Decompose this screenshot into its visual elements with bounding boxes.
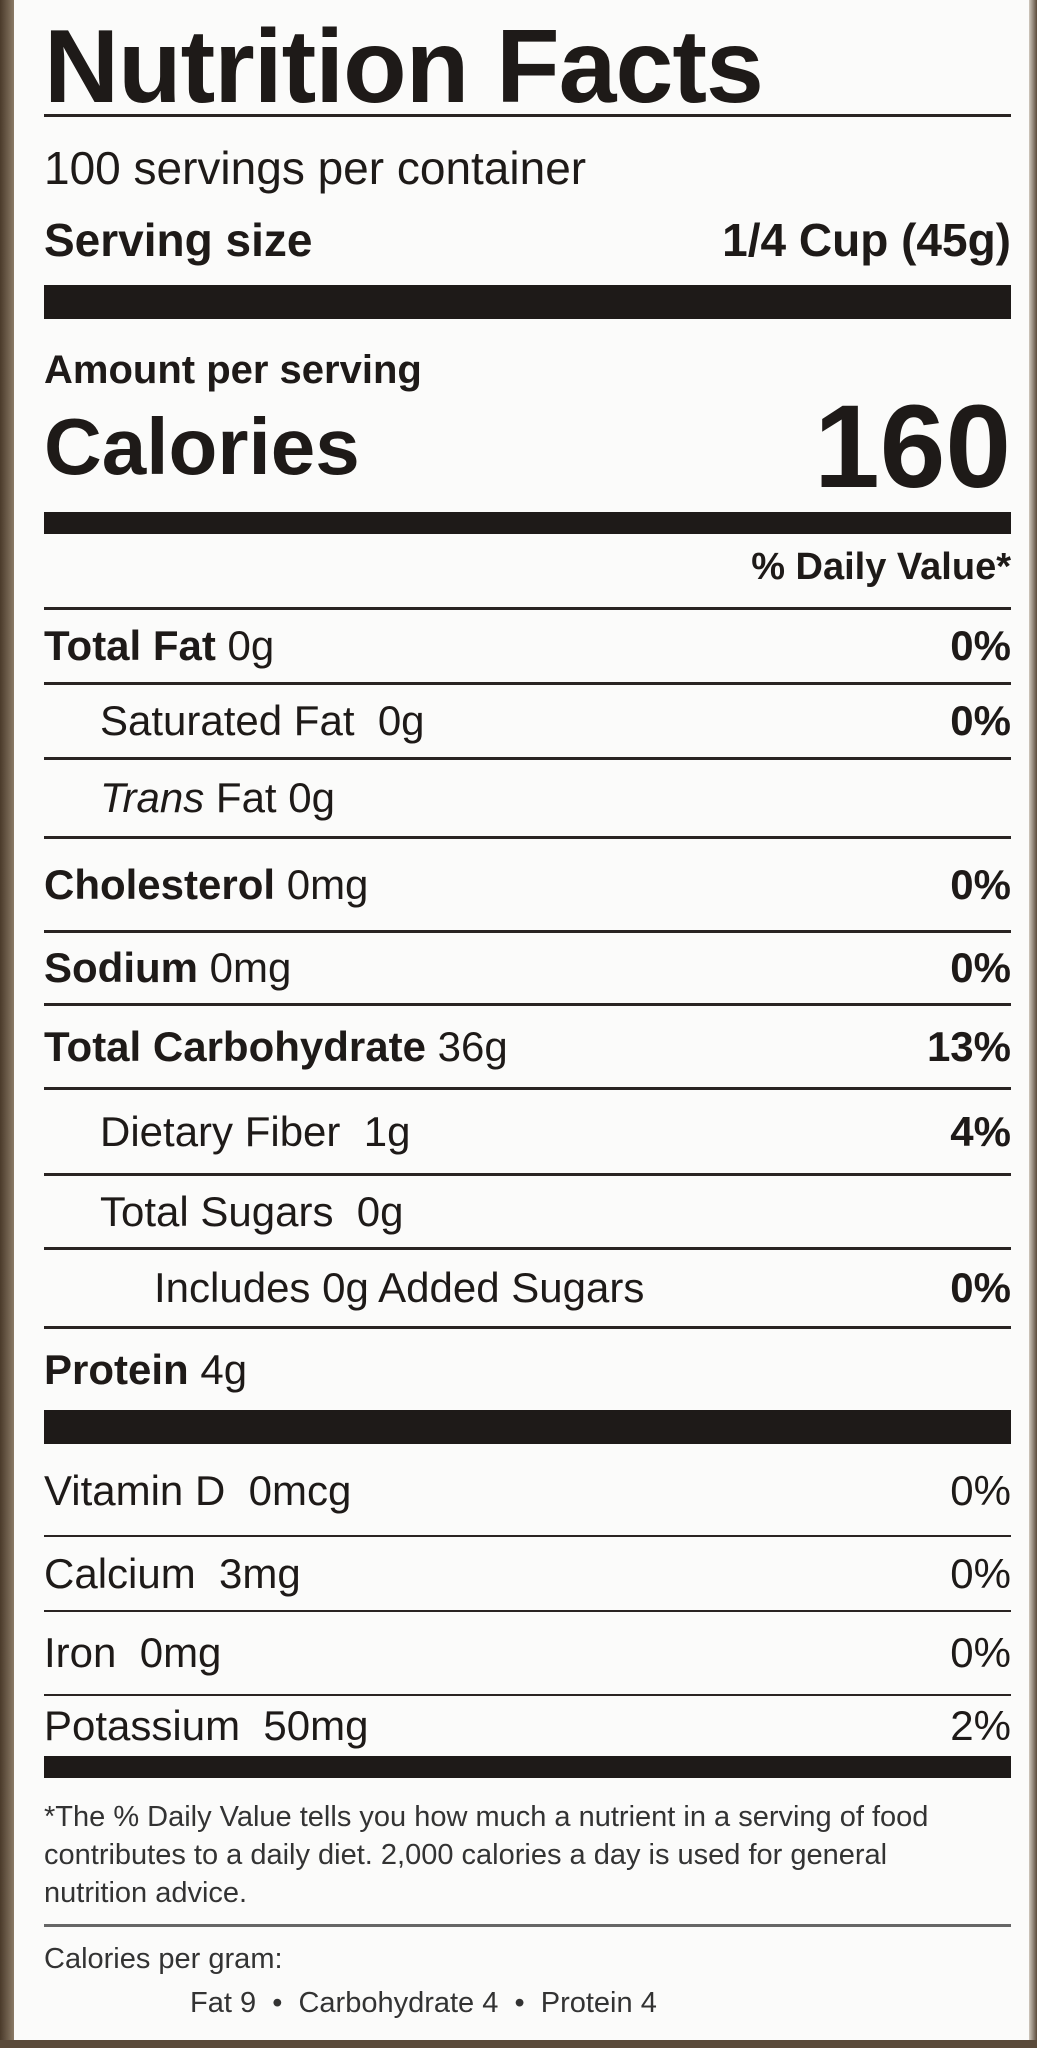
- vitamin-row: Iron 0mg 0%: [44, 1612, 1011, 1694]
- nutrient-label: Sodium 0mg: [44, 944, 291, 992]
- nutrient-row: Saturated Fat 0g 0%: [44, 685, 1011, 757]
- nutrient-amount: 0mg: [275, 860, 369, 908]
- nutrient-amount: 0g: [354, 697, 425, 744]
- divider: [44, 757, 1011, 760]
- nutrient-daily-value: 0%: [950, 944, 1011, 991]
- serving-size-value: 1/4 Cup (45g): [722, 214, 1011, 266]
- nutrient-row: Total Sugars 0g: [44, 1176, 1011, 1247]
- amount-per-serving: Amount per serving: [44, 347, 422, 392]
- divider: [44, 682, 1011, 685]
- nutrient-amount: 1g: [340, 1107, 411, 1155]
- divider: [44, 1924, 1011, 1927]
- calories-per-gram-values: Fat 9 • Carbohydrate 4 • Protein 4: [190, 1987, 657, 2019]
- nutrient-row: Dietary Fiber 1g 4%: [44, 1090, 1011, 1173]
- nutrient-row: Trans Fat 0g: [44, 760, 1011, 836]
- nutrient-name: Includes 0g Added Sugars: [154, 1264, 645, 1311]
- vitamin-label: Vitamin D 0mcg: [44, 1466, 352, 1514]
- vitamin-daily-value: 0%: [950, 1466, 1011, 1514]
- divider: [44, 1173, 1011, 1176]
- nutrient-name: Saturated Fat: [100, 697, 355, 744]
- divider: [44, 1247, 1011, 1250]
- nutrient-daily-value: 0%: [950, 622, 1011, 669]
- nutrient-row: Sodium 0mg 0%: [44, 933, 1011, 1003]
- vitamin-daily-value: 0%: [950, 1629, 1011, 1676]
- nutrient-amount: 36g: [425, 1022, 508, 1070]
- calories-label: Calories: [44, 402, 360, 491]
- nutrient-name: Cholesterol: [44, 860, 276, 908]
- daily-value-header: % Daily Value*: [751, 545, 1011, 588]
- thick-divider: [44, 1756, 1011, 1778]
- nutrient-name: Protein: [44, 1345, 189, 1393]
- nutrient-label: Includes 0g Added Sugars: [44, 1264, 644, 1312]
- nutrient-label: Cholesterol 0mg: [44, 861, 368, 909]
- nutrient-name: Total Sugars: [100, 1187, 334, 1235]
- nutrient-name: Total Fat: [44, 622, 216, 669]
- nutrient-name: Sodium: [44, 944, 198, 991]
- nutrient-amount: 0g: [215, 622, 275, 669]
- nutrient-daily-value: 4%: [950, 1107, 1011, 1155]
- divider: [44, 1694, 1011, 1696]
- vitamin-daily-value: 0%: [950, 1549, 1011, 1597]
- nutrient-label: Total Fat 0g: [44, 622, 274, 670]
- divider: [44, 1326, 1011, 1329]
- nutrient-label: Total Sugars 0g: [44, 1188, 404, 1236]
- nutrient-label: Trans Fat 0g: [44, 774, 335, 822]
- divider: [44, 1535, 1011, 1537]
- divider: [44, 114, 1011, 117]
- nutrient-row: Protein 4g: [44, 1329, 1011, 1410]
- thick-divider: [44, 285, 1011, 319]
- thick-divider: [44, 512, 1011, 534]
- nutrient-label: Dietary Fiber 1g: [44, 1108, 410, 1156]
- nutrient-daily-value: 0%: [950, 697, 1011, 744]
- nutrient-row: Total Carbohydrate 36g 13%: [44, 1006, 1011, 1087]
- divider: [44, 607, 1011, 610]
- nutrient-daily-value: 13%: [926, 1022, 1011, 1070]
- nutrient-amount: 0g: [333, 1187, 404, 1235]
- vitamin-label: Iron 0mg: [44, 1629, 222, 1676]
- divider: [44, 1610, 1011, 1612]
- divider: [44, 1087, 1011, 1090]
- nutrient-row: Total Fat 0g 0%: [44, 610, 1011, 682]
- nutrient-amount: 4g: [188, 1345, 248, 1393]
- nutrient-daily-value: 0%: [950, 1264, 1011, 1311]
- nutrient-amount: 0mg: [198, 944, 292, 991]
- serving-size-row: Serving size 1/4 Cup (45g): [44, 210, 1011, 270]
- divider: [44, 1003, 1011, 1006]
- nutrient-daily-value: 0%: [950, 860, 1011, 908]
- footnote: *The % Daily Value tells you how much a …: [44, 1801, 929, 1909]
- nutrient-name: Trans: [100, 774, 205, 821]
- vitamin-label: Potassium 50mg: [44, 1702, 369, 1749]
- photo-edge-bottom: [0, 2040, 1037, 2048]
- divider: [44, 836, 1011, 839]
- vitamin-daily-value: 2%: [950, 1702, 1011, 1749]
- vitamin-row: Calcium 3mg 0%: [44, 1537, 1011, 1610]
- serving-size-label: Serving size: [44, 214, 313, 266]
- nutrient-label: Protein 4g: [44, 1346, 247, 1394]
- nutrient-name: Total Carbohydrate: [44, 1022, 426, 1070]
- photo-edge-left: [0, 0, 14, 2048]
- thick-divider: [44, 1410, 1011, 1444]
- calories-row: Calories 160: [44, 381, 1011, 513]
- nutrient-label: Saturated Fat 0g: [44, 697, 425, 745]
- vitamin-row: Vitamin D 0mcg 0%: [44, 1446, 1011, 1535]
- calories-value: 160: [814, 381, 1011, 513]
- calories-per-gram-label: Calories per gram:: [44, 1943, 283, 1975]
- label-title: Nutrition Facts: [44, 9, 764, 125]
- vitamin-label: Calcium 3mg: [44, 1549, 301, 1597]
- servings-per-container: 100 servings per container: [44, 142, 587, 194]
- nutrient-label: Total Carbohydrate 36g: [44, 1023, 508, 1071]
- nutrient-row: Includes 0g Added Sugars 0%: [44, 1250, 1011, 1326]
- nutrient-amount: Fat 0g: [204, 774, 335, 821]
- vitamin-row: Potassium 50mg 2%: [44, 1696, 1011, 1756]
- nutrient-row: Cholesterol 0mg 0%: [44, 839, 1011, 930]
- photo-edge-right: [1029, 0, 1037, 2048]
- nutrient-name: Dietary Fiber: [100, 1107, 341, 1155]
- divider: [44, 930, 1011, 933]
